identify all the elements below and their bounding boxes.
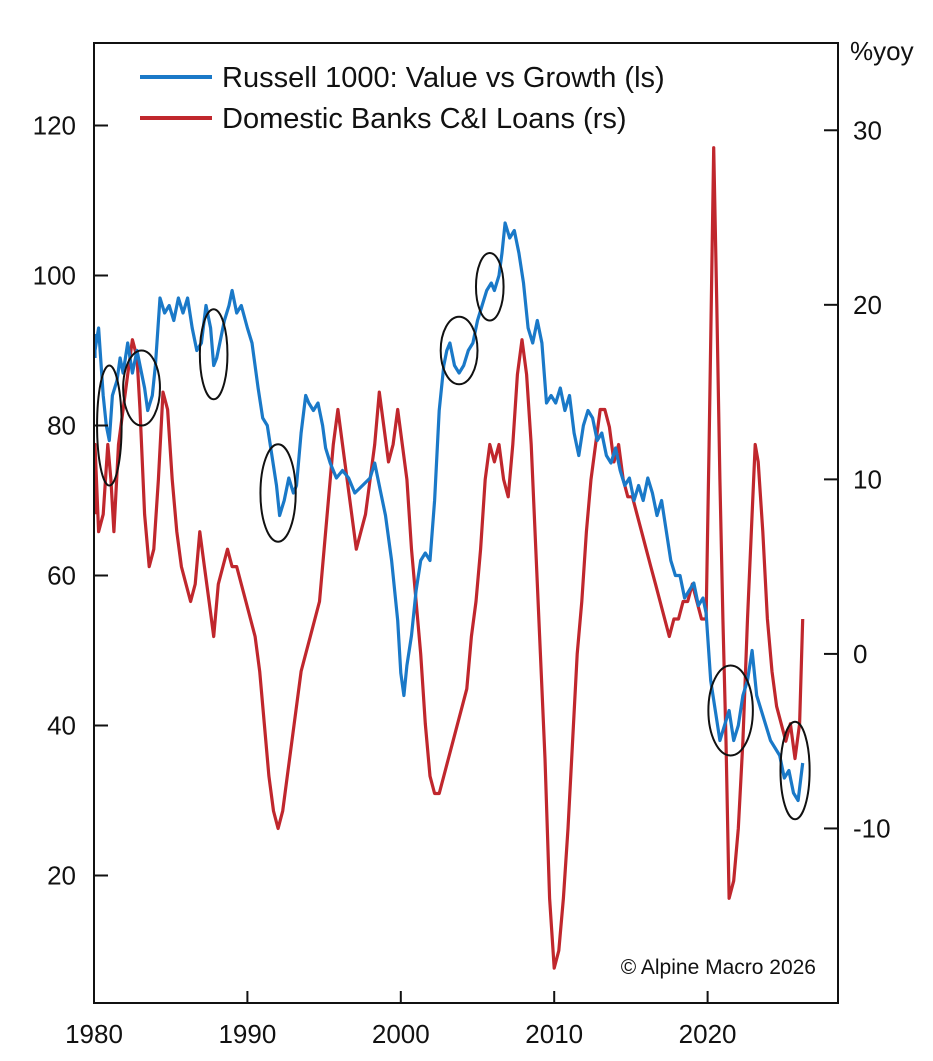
right-tick-label: 10 [853, 464, 882, 494]
x-axis: 1980 1990 2000 2010 2020 [65, 991, 737, 1049]
left-axis: 20 40 60 80 100 120 [33, 111, 108, 891]
right-tick-label: 0 [853, 639, 867, 669]
right-tick-label: 20 [853, 290, 882, 320]
right-axis: -10 0 10 20 30 [824, 115, 891, 843]
left-tick-label: 100 [33, 261, 76, 291]
x-tick-label: 2010 [525, 1019, 583, 1049]
copyright-note: © Alpine Macro 2026 [621, 956, 816, 979]
left-tick-label: 80 [47, 411, 76, 441]
annotation-circle-8 [779, 720, 811, 821]
right-tick-label: 30 [853, 115, 882, 145]
annotation-circle-2 [122, 349, 161, 427]
x-tick-label: 1980 [65, 1019, 123, 1049]
left-tick-label: 120 [33, 111, 76, 141]
left-tick-label: 40 [47, 711, 76, 741]
annotation-circle-6 [474, 252, 505, 322]
x-tick-label: 2000 [372, 1019, 430, 1049]
annotation-circle-5 [439, 315, 479, 386]
legend-label-ci-loans: Domestic Banks C&I Loans (rs) [222, 103, 627, 135]
plot-frame [93, 42, 839, 1004]
series-layer [93, 146, 805, 970]
annotation-circle-3 [198, 308, 229, 401]
series-line-value-vs-growth [93, 221, 805, 803]
x-tick-label: 1990 [218, 1019, 276, 1049]
right-tick-label: -10 [853, 813, 891, 843]
annotation-circle-7 [707, 664, 754, 757]
left-tick-label: 60 [47, 561, 76, 591]
right-axis-unit: %yoy [850, 36, 914, 66]
left-tick-label: 20 [47, 861, 76, 891]
legend: Russell 1000: Value vs Growth (ls) Domes… [140, 62, 665, 135]
annotation-circle-4 [259, 443, 297, 543]
x-tick-label: 2020 [679, 1019, 737, 1049]
legend-label-value-vs-growth: Russell 1000: Value vs Growth (ls) [222, 62, 665, 94]
